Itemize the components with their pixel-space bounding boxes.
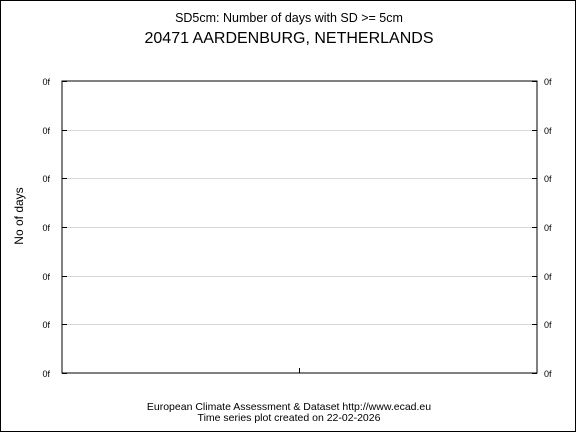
- footer-line-1: European Climate Assessment & Dataset ht…: [147, 401, 431, 413]
- y-tick-label: 0f: [544, 369, 552, 379]
- y-tick-label: 0f: [42, 77, 50, 87]
- y-tick-label: 0f: [544, 223, 552, 233]
- chart-subtitle: 20471 AARDENBURG, NETHERLANDS: [145, 30, 434, 47]
- y-tick-label: 0f: [544, 272, 552, 282]
- y-tick-label: 0f: [42, 320, 50, 330]
- y-tick-label: 0f: [544, 174, 552, 184]
- y-tick-label: 0f: [42, 223, 50, 233]
- footer-line-2: Time series plot created on 22-02-2026: [198, 412, 381, 424]
- y-tick-labels-right: 0f 0f 0f 0f 0f 0f 0f: [544, 77, 552, 379]
- plot-area: [61, 80, 538, 374]
- y-tick-label: 0f: [42, 174, 50, 184]
- y-tick-label: 0f: [42, 126, 50, 136]
- y-tick-label: 0f: [544, 126, 552, 136]
- y-axis-label: No of days: [12, 187, 26, 244]
- y-tick-label: 0f: [544, 77, 552, 87]
- y-tick-label: 0f: [544, 320, 552, 330]
- chart-title: SD5cm: Number of days with SD >= 5cm: [175, 11, 403, 25]
- y-tick-label: 0f: [42, 369, 50, 379]
- y-tick-label: 0f: [42, 272, 50, 282]
- gridlines: [62, 130, 537, 325]
- y-tick-labels-left: 0f 0f 0f 0f 0f 0f 0f: [42, 77, 50, 379]
